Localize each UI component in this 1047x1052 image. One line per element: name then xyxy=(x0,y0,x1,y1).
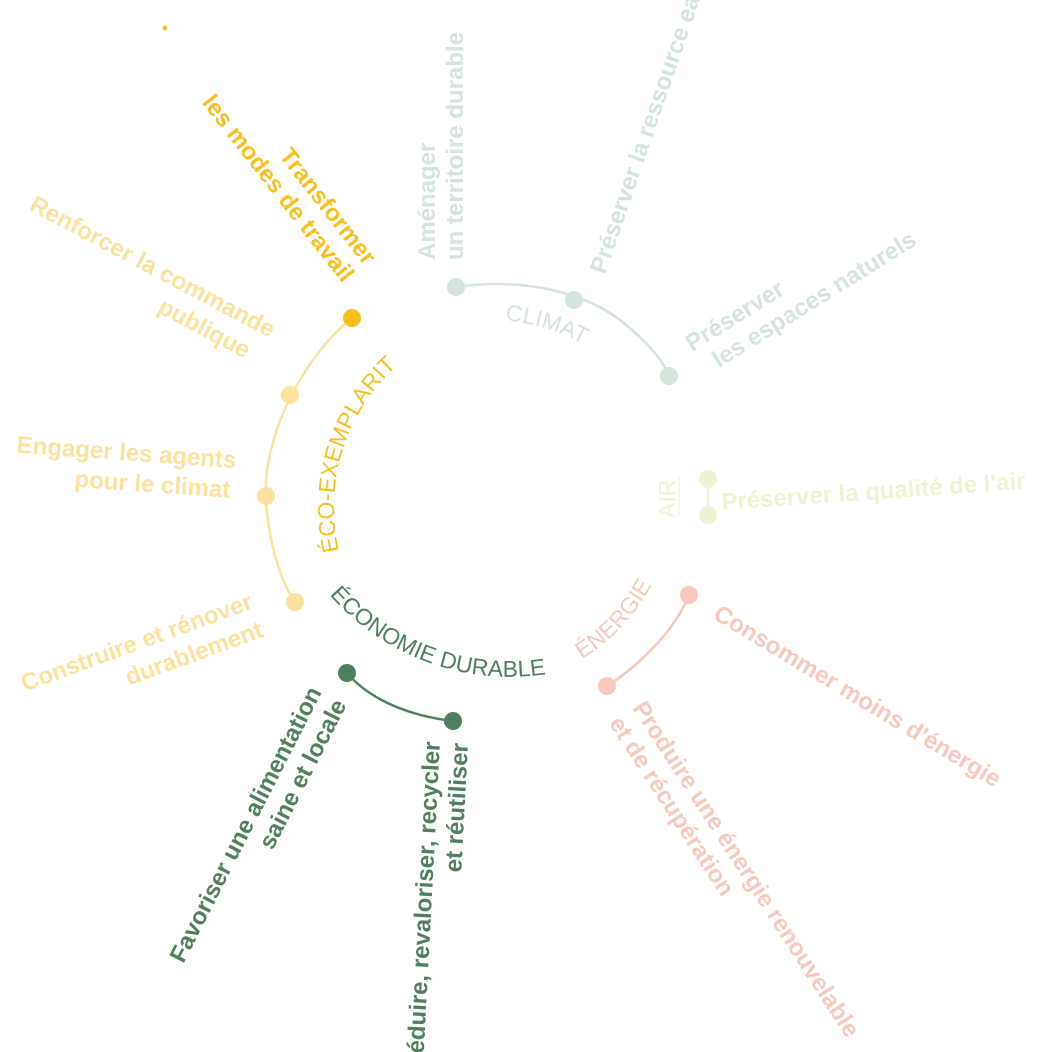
economie-durable-arc xyxy=(346,672,454,723)
dot-produire xyxy=(598,677,616,695)
dot-commande xyxy=(281,386,299,404)
label-agents-line1: Engager les agents xyxy=(16,432,237,474)
label-eau: Préserver la ressource eau xyxy=(585,0,710,277)
energie-title: ÉNERGIE xyxy=(570,574,656,663)
dot-alimentation xyxy=(338,664,356,682)
label-amenager-line1: Aménager xyxy=(414,143,441,260)
label-reduire-line2: et réutiliser xyxy=(440,742,474,873)
dot-air-bottom xyxy=(699,506,717,524)
dot-espaces xyxy=(660,367,678,385)
dot-eau xyxy=(565,291,583,309)
climat-arc xyxy=(455,282,671,377)
dot-amenager xyxy=(447,278,465,296)
label-produire-line1: Produire une énergie renouvelable xyxy=(627,697,865,1043)
energie-arc xyxy=(606,594,691,688)
axis-energie: ÉNERGIE Consommer moins d'énergie Produi… xyxy=(570,574,1006,1043)
dot-air-top xyxy=(699,470,717,488)
label-amenager-line2: un territoire durable xyxy=(442,32,469,260)
air-title: AIR xyxy=(654,480,680,518)
dot-transformer xyxy=(343,309,361,327)
axis-eco-exemplarite: ÉCO-EXEMPLARITÉ Transformer les modes de… xyxy=(0,0,400,697)
small-yellow-mark xyxy=(162,25,168,31)
label-commande-line1: Renforcer la commande xyxy=(25,191,279,343)
axis-air: AIR Préserver la qualité de l'air xyxy=(654,468,1026,524)
dot-construire xyxy=(286,593,304,611)
axis-climat: CLIMAT Aménager un territoire durable Pr… xyxy=(414,0,921,385)
economie-durable-title: ÉCONOMIE DURABLE xyxy=(326,580,547,681)
label-alimentation-line1: Favoriser une alimentation xyxy=(165,682,328,966)
dot-reduire xyxy=(444,712,462,730)
label-reduire-line1: Réduire, revaloriser, recycler xyxy=(402,741,446,1052)
dot-agents xyxy=(257,487,275,505)
label-transformer-line2: les modes de travail xyxy=(197,90,360,287)
label-qualite-air: Préserver la qualité de l'air xyxy=(721,468,1027,516)
dot-consommer xyxy=(680,586,698,604)
label-consommer: Consommer moins d'énergie xyxy=(709,600,1006,793)
